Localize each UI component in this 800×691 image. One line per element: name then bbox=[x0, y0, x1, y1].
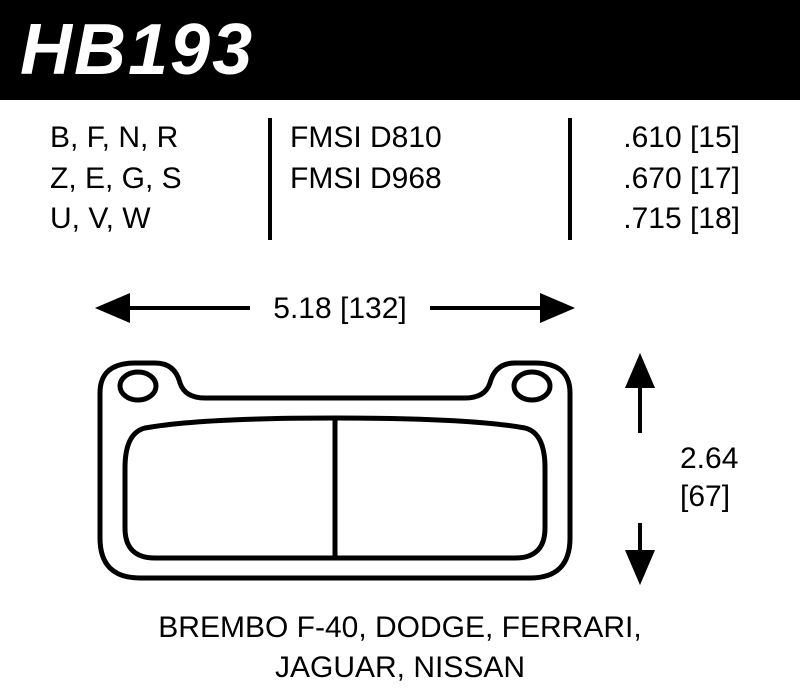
thickness-line: .610 [15] bbox=[590, 118, 740, 159]
thickness-line: .715 [18] bbox=[590, 199, 740, 240]
fmsi-line: FMSI D968 bbox=[290, 159, 550, 200]
compound-line: Z, E, G, S bbox=[50, 159, 250, 200]
info-col-fmsi: FMSI D810 FMSI D968 bbox=[290, 118, 550, 240]
thickness-line: .670 [17] bbox=[590, 159, 740, 200]
footer-line: JAGUAR, NISSAN bbox=[40, 648, 760, 689]
width-label: 5.18 [132] bbox=[273, 292, 406, 325]
info-col-thickness: .610 [15] .670 [17] .715 [18] bbox=[590, 118, 770, 240]
divider bbox=[568, 118, 572, 240]
height-dimension bbox=[628, 358, 652, 580]
height-label-1: 2.64 bbox=[680, 442, 738, 475]
brake-pad-diagram: 5.18 [132] 2.64 [67] bbox=[0, 258, 800, 608]
part-number-title: HB193 bbox=[20, 9, 254, 91]
info-col-compounds: B, F, N, R Z, E, G, S U, V, W bbox=[50, 118, 250, 240]
compound-line: B, F, N, R bbox=[50, 118, 250, 159]
info-row: B, F, N, R Z, E, G, S U, V, W FMSI D810 … bbox=[0, 100, 800, 258]
pad-outline bbox=[100, 363, 570, 578]
footer-line: BREMBO F-40, DODGE, FERRARI, bbox=[40, 608, 760, 649]
divider bbox=[268, 118, 272, 240]
header-bar: HB193 bbox=[0, 0, 800, 100]
fmsi-line: FMSI D810 bbox=[290, 118, 550, 159]
height-label-2: [67] bbox=[680, 480, 730, 513]
compound-line: U, V, W bbox=[50, 199, 250, 240]
diagram-area: 5.18 [132] 2.64 [67] bbox=[0, 258, 800, 608]
footer-applications: BREMBO F-40, DODGE, FERRARI, JAGUAR, NIS… bbox=[0, 608, 800, 689]
